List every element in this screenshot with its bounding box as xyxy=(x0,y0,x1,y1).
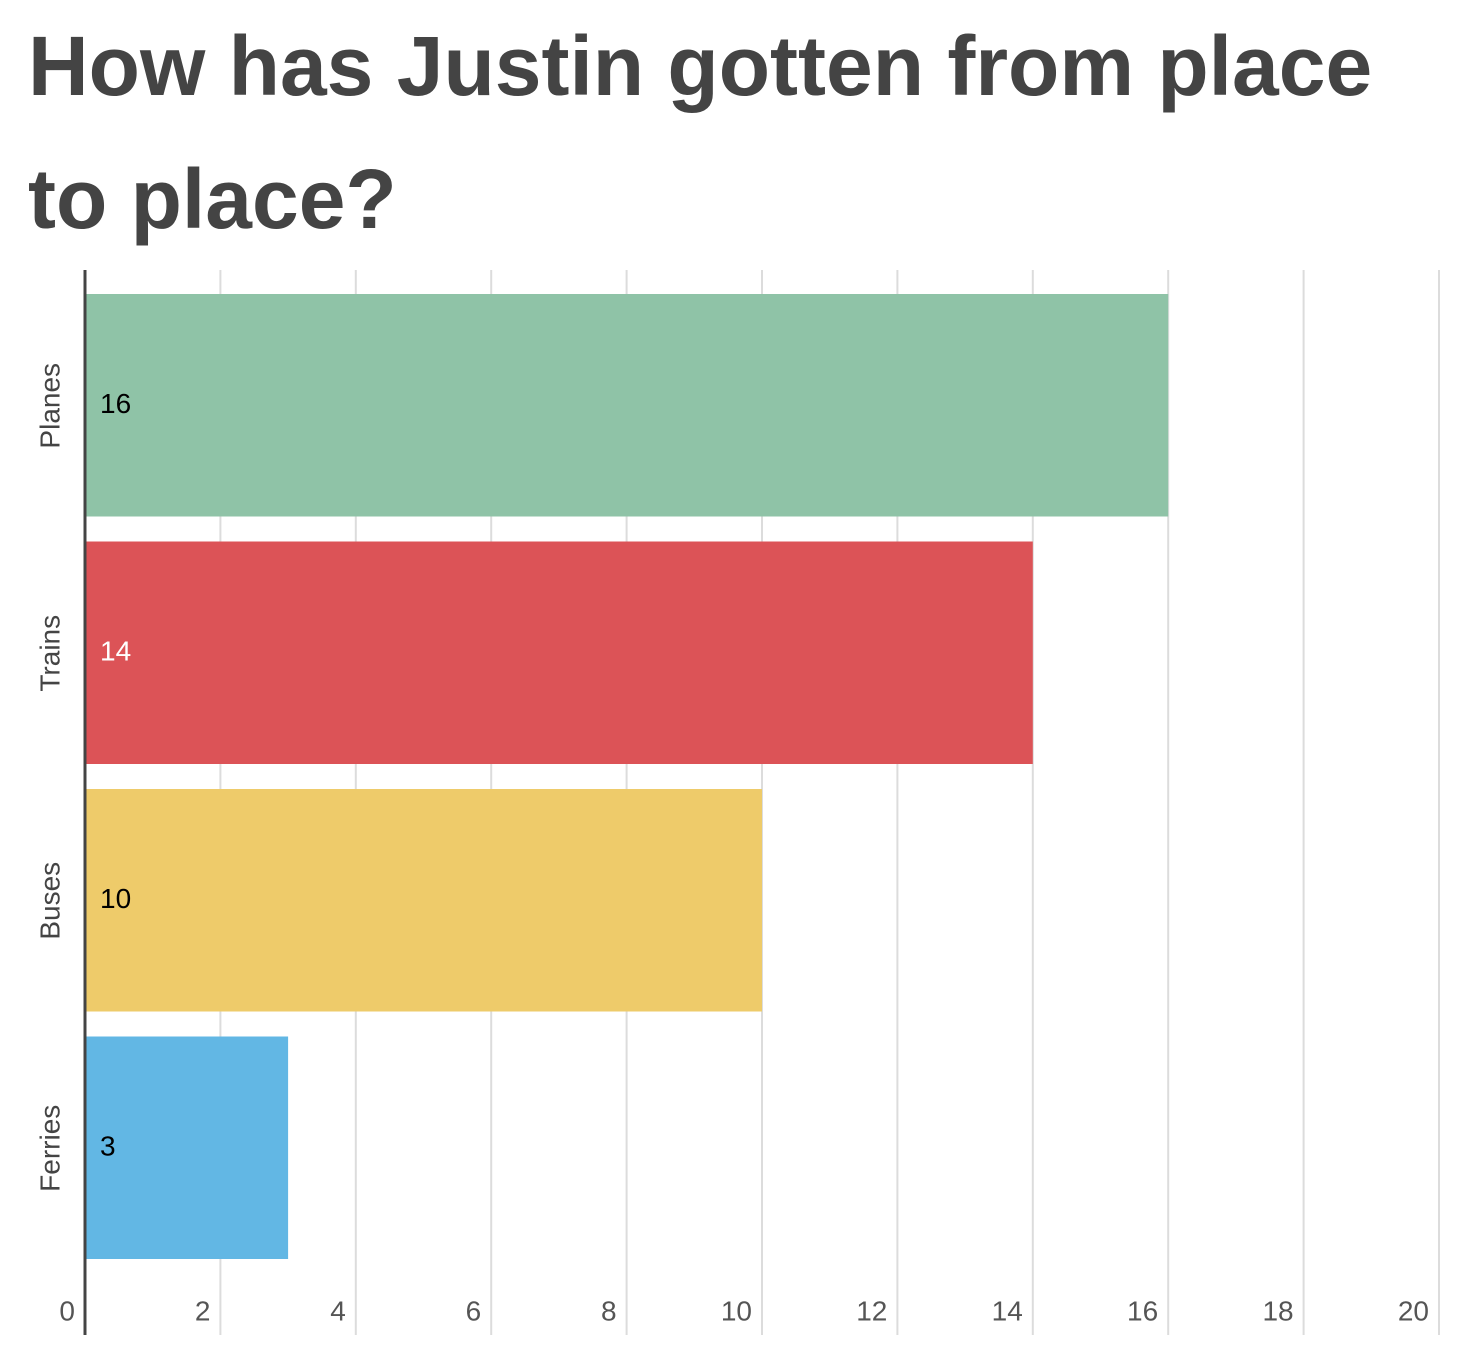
value-label: 10 xyxy=(100,883,131,914)
bar xyxy=(85,294,1169,517)
x-tick-label: 20 xyxy=(1398,1295,1429,1326)
value-label: 16 xyxy=(100,388,131,419)
x-tick-label: 10 xyxy=(721,1295,752,1326)
y-tick-label: Buses xyxy=(34,862,65,940)
bar xyxy=(85,789,762,1012)
value-label: 3 xyxy=(100,1131,116,1162)
y-tick-label: Ferries xyxy=(34,1105,65,1192)
bar xyxy=(85,541,1033,764)
y-tick-label: Planes xyxy=(34,363,65,449)
value-label: 14 xyxy=(100,636,131,667)
x-tick-label: 6 xyxy=(466,1295,482,1326)
x-tick-label: 4 xyxy=(330,1295,346,1326)
x-tick-label: 18 xyxy=(1262,1295,1293,1326)
x-tick-label: 12 xyxy=(856,1295,887,1326)
chart-title: How has Justin gotten from place to plac… xyxy=(28,19,1373,246)
x-tick-label: 2 xyxy=(195,1295,211,1326)
x-tick-label: 16 xyxy=(1127,1295,1158,1326)
bar xyxy=(85,1036,289,1259)
x-tick-label: 14 xyxy=(992,1295,1023,1326)
x-tick-label: 0 xyxy=(59,1295,75,1326)
y-tick-label: Trains xyxy=(34,615,65,692)
x-tick-label: 8 xyxy=(601,1295,617,1326)
